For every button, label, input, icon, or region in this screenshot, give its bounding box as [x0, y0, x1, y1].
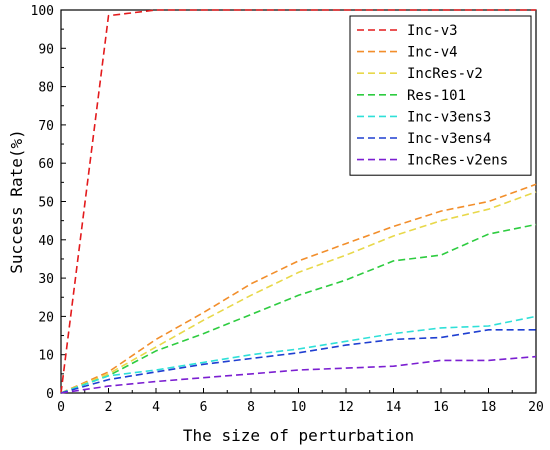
x-tick-label: 12	[338, 400, 354, 415]
series-line-inc-v3ens4	[60, 328, 536, 394]
y-tick-label: 100	[31, 4, 54, 19]
y-tick-label: 50	[38, 196, 54, 211]
legend: Inc-v3 Inc-v4 IncRes-v2 Res-101 Inc-v3ens3 In…	[349, 15, 532, 176]
y-tick-label: 60	[38, 157, 54, 172]
series-line-incres-v2	[60, 191, 537, 394]
series-line-inc-v3ens3	[60, 315, 537, 394]
x-tick-label: 2	[105, 400, 113, 415]
x-tick-label: 6	[200, 400, 208, 415]
y-tick-label: 20	[38, 310, 54, 325]
x-tick-label: 18	[481, 400, 497, 415]
legend-label: Inc-v4	[407, 45, 458, 61]
legend-label: Inc-v3	[407, 23, 458, 39]
legend-label: Inc-v3ens4	[407, 131, 491, 147]
x-tick-label: 4	[152, 400, 160, 415]
y-tick-label: 10	[38, 349, 54, 364]
x-tick-label: 14	[386, 400, 402, 415]
legend-label: Inc-v3ens3	[407, 109, 491, 125]
y-tick-label: 70	[38, 119, 54, 134]
legend-label: IncRes-v2ens	[407, 153, 508, 169]
series-line-res-101	[60, 223, 537, 394]
y-axis-title: Success Rate(%)	[7, 129, 26, 274]
y-tick-label: 40	[38, 234, 54, 249]
x-axis-title: The size of perturbation	[183, 426, 414, 445]
y-tick-label: 90	[38, 42, 54, 57]
y-tick-label: 30	[38, 272, 54, 287]
x-tick-label: 16	[433, 400, 449, 415]
x-tick-label: 8	[247, 400, 255, 415]
x-tick-label: 0	[57, 400, 65, 415]
y-tick-label: 80	[38, 81, 54, 96]
y-tick-label: 0	[46, 387, 54, 402]
series-line-inc-v4	[60, 183, 537, 394]
legend-label: Res-101	[407, 88, 466, 104]
x-tick-label: 10	[291, 400, 307, 415]
series-line-incres-v2ens	[60, 355, 537, 394]
x-tick-label: 20	[528, 400, 544, 415]
series-line-inc-v3	[60, 9, 536, 394]
legend-label: IncRes-v2	[407, 66, 483, 82]
